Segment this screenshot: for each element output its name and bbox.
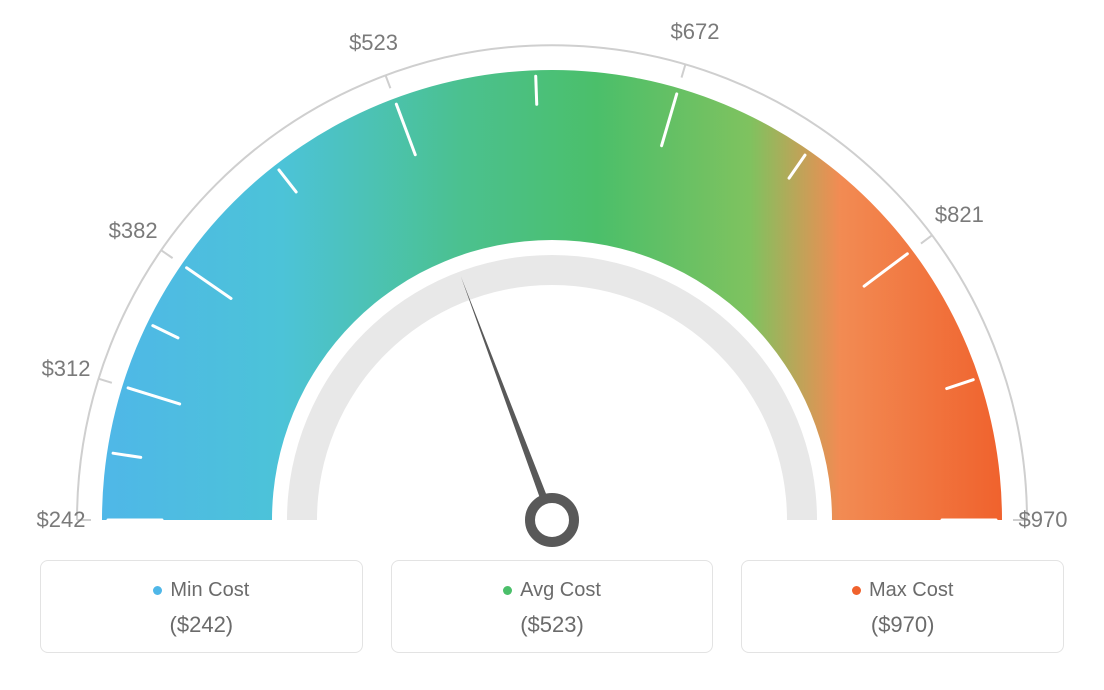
gauge-tick-label: $970 <box>1019 507 1068 533</box>
gauge-tick-label: $672 <box>671 19 720 45</box>
legend-title-max: Max Cost <box>752 579 1053 602</box>
gauge-container: $242 $312 $382 $523 $672 $821 $970 <box>0 0 1104 560</box>
legend-value-min: ($242) <box>51 612 352 638</box>
legend-row: Min Cost ($242) Avg Cost ($523) Max Cost… <box>0 560 1104 673</box>
legend-card-max: Max Cost ($970) <box>741 560 1064 653</box>
legend-title-avg: Avg Cost <box>402 579 703 602</box>
legend-title-min-text: Min Cost <box>170 579 249 601</box>
gauge-tick-label: $312 <box>42 356 91 382</box>
legend-title-max-text: Max Cost <box>869 579 953 601</box>
dot-icon <box>153 586 162 595</box>
gauge-tick-label: $523 <box>349 30 398 56</box>
gauge-chart <box>0 0 1104 560</box>
gauge-tick-label: $821 <box>935 202 984 228</box>
gauge-tick-label: $242 <box>37 507 86 533</box>
legend-card-avg: Avg Cost ($523) <box>391 560 714 653</box>
dot-icon <box>503 586 512 595</box>
legend-value-avg: ($523) <box>402 612 703 638</box>
legend-value-max: ($970) <box>752 612 1053 638</box>
legend-title-min: Min Cost <box>51 579 352 602</box>
legend-title-avg-text: Avg Cost <box>520 579 601 601</box>
dot-icon <box>852 586 861 595</box>
gauge-tick-label: $382 <box>109 218 158 244</box>
legend-card-min: Min Cost ($242) <box>40 560 363 653</box>
